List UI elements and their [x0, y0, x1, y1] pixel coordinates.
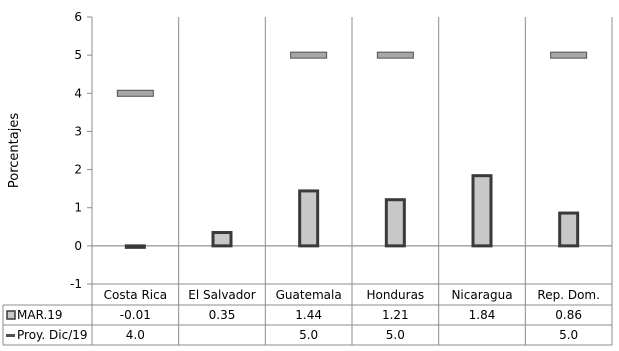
marker-proy-dic-19 [290, 51, 328, 59]
y-tick-label: 6 [74, 10, 82, 24]
category-label: El Salvador [188, 288, 255, 302]
legend-series-name: MAR.19 [17, 308, 63, 322]
y-tick-label: 0 [74, 239, 82, 253]
marker-proy-dic-19 [376, 51, 414, 59]
data-label: 5.0 [299, 328, 318, 342]
data-label: 1.21 [382, 308, 409, 322]
category-label: Costa Rica [104, 288, 167, 302]
data-label: 5.0 [386, 328, 405, 342]
marker-proy-dic-19 [550, 51, 588, 59]
bar-mar-19 [558, 211, 580, 248]
y-axis-title: Porcentajes [7, 113, 22, 188]
bar-mar-19 [124, 244, 146, 249]
y-tick-label: 5 [74, 48, 82, 62]
legend-key-mar-19 [6, 310, 16, 320]
data-label: 1.44 [295, 308, 322, 322]
bar-mar-19 [211, 231, 233, 248]
data-label: 0.86 [555, 308, 582, 322]
y-tick-label: -1 [70, 277, 82, 291]
legend-key-proy-dic-19 [6, 334, 15, 337]
y-tick-label: 2 [74, 163, 82, 177]
data-label: 5.0 [559, 328, 578, 342]
marker-proy-dic-19 [116, 89, 154, 97]
bar-mar-19 [471, 174, 493, 248]
y-tick-label: 1 [74, 201, 82, 215]
category-label: Guatemala [276, 288, 342, 302]
data-label: 4.0 [126, 328, 145, 342]
y-tick-label: 4 [74, 86, 82, 100]
data-label: 0.35 [209, 308, 236, 322]
category-label: Rep. Dom. [537, 288, 600, 302]
data-label: -0.01 [120, 308, 151, 322]
bar-mar-19 [298, 189, 320, 248]
legend-series-name: Proy. Dic/19 [17, 328, 88, 342]
category-label: Nicaragua [451, 288, 512, 302]
data-label: 1.84 [469, 308, 496, 322]
y-tick-label: 3 [74, 124, 82, 138]
category-label: Honduras [366, 288, 424, 302]
bar-mar-19 [384, 198, 406, 248]
